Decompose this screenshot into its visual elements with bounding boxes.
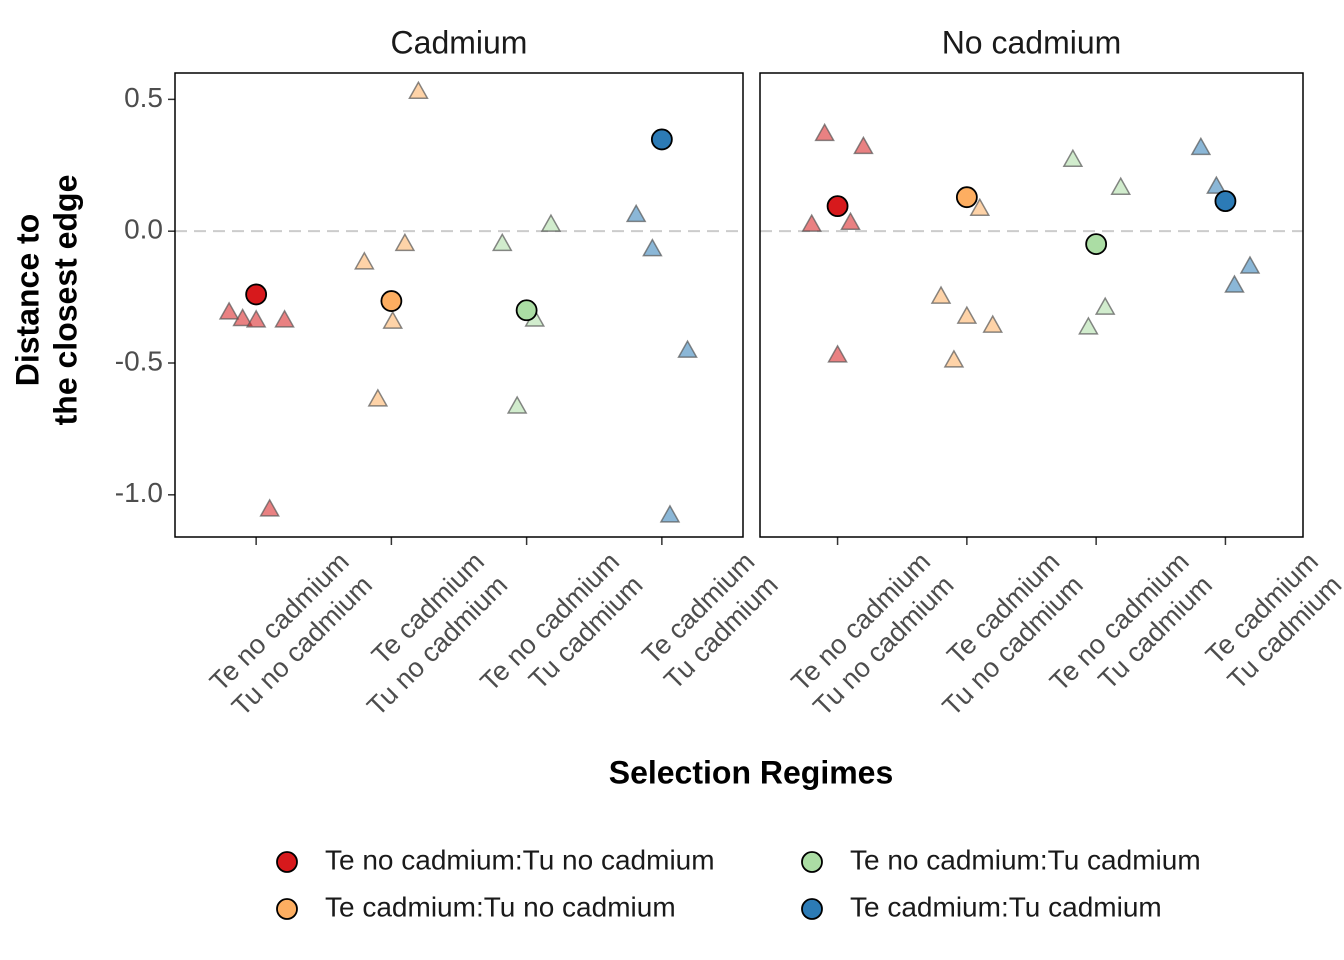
mean-point (515, 299, 538, 322)
point (801, 213, 822, 232)
mean-point (826, 195, 849, 218)
mean-point (650, 128, 673, 151)
point (659, 504, 681, 523)
x-axis-title: Selection Regimes (609, 754, 894, 790)
point (506, 395, 528, 414)
point (814, 122, 835, 142)
point (642, 238, 663, 257)
mean-point (245, 283, 268, 306)
y-tick-label: -0.5 (115, 345, 163, 376)
point (1110, 176, 1131, 195)
point (1062, 148, 1084, 168)
point (540, 213, 562, 232)
point (853, 135, 874, 155)
point (625, 203, 647, 223)
y-tick-label: 0.5 (124, 82, 163, 113)
point (1239, 255, 1261, 274)
point (367, 388, 389, 407)
point (1190, 136, 1212, 156)
y-axis-title: Distance to (9, 214, 45, 386)
legend-label: Te cadmium:Tu cadmium (850, 891, 1162, 922)
point (982, 314, 1003, 333)
mean-point (1214, 190, 1237, 213)
legend-key (276, 851, 298, 873)
point (382, 310, 404, 329)
point (1206, 175, 1227, 194)
y-tick-label: 0.0 (124, 214, 163, 245)
point (394, 232, 416, 252)
point (1224, 274, 1245, 293)
mean-point (955, 186, 978, 209)
legend-key (801, 898, 823, 920)
point (677, 339, 698, 358)
point (354, 251, 375, 270)
point (245, 309, 267, 328)
panel-border (174, 72, 744, 538)
point (218, 301, 240, 320)
legend-label: Te no cadmium:Tu no cadmium (325, 844, 715, 875)
point (259, 498, 280, 517)
point (408, 80, 429, 99)
panel-border (759, 72, 1304, 538)
point (956, 305, 978, 324)
legend-label: Te cadmium:Tu no cadmium (325, 891, 676, 922)
point (969, 197, 991, 217)
point (930, 285, 952, 304)
point (943, 349, 965, 368)
point (232, 307, 253, 327)
point (491, 232, 513, 252)
mean-point (1085, 233, 1108, 256)
y-tick-label: -1.0 (115, 477, 163, 508)
legend-key (276, 898, 298, 920)
mean-point (380, 290, 403, 312)
point (1078, 316, 1099, 335)
point (274, 309, 295, 328)
legend-label: Te no cadmium:Tu cadmium (850, 844, 1201, 875)
legend-key (801, 851, 823, 873)
point (1094, 296, 1116, 315)
panel-title: Cadmium (391, 24, 528, 60)
point (827, 344, 848, 363)
point (840, 211, 861, 231)
y-axis-title: the closest edge (47, 175, 83, 426)
panel-title: No cadmium (942, 24, 1122, 60)
